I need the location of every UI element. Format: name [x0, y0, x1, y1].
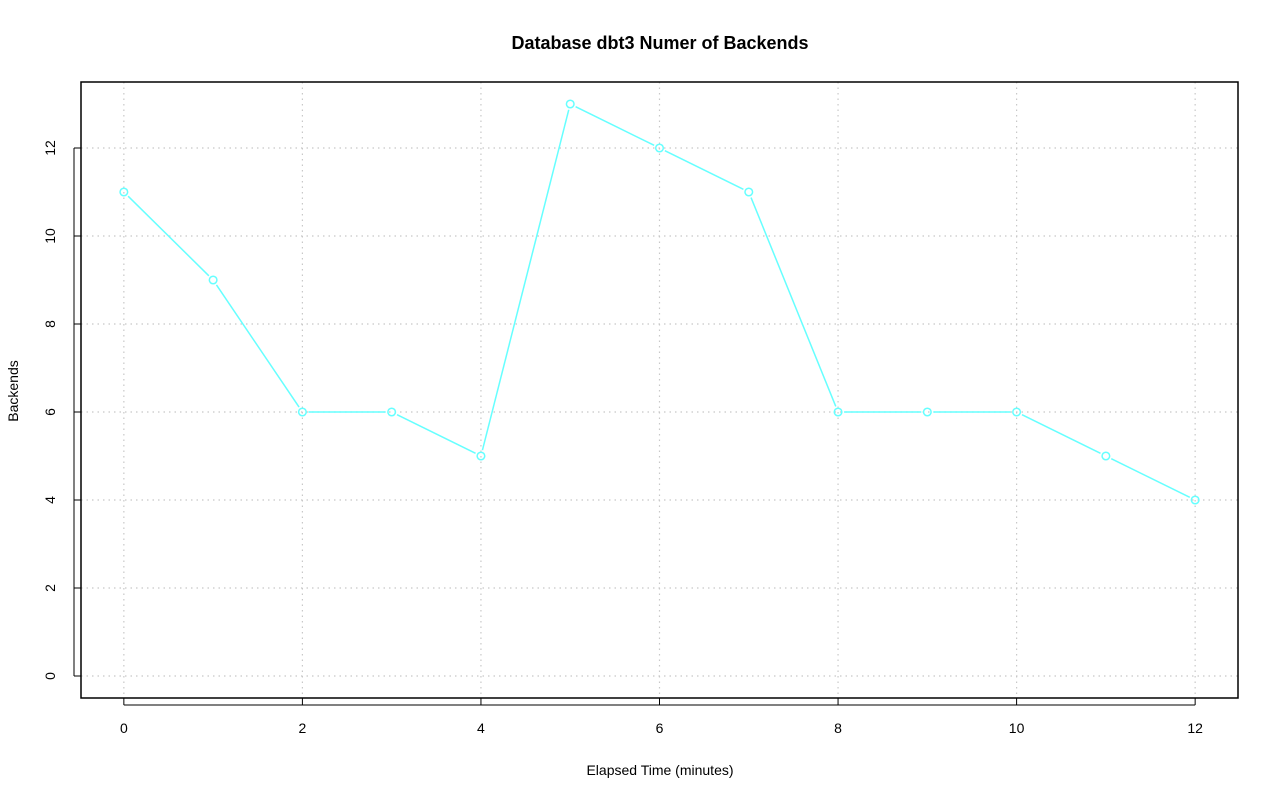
y-axis-label: Backends — [5, 360, 21, 421]
x-tick-label: 10 — [1009, 720, 1025, 736]
data-point-marker — [208, 275, 218, 285]
y-tick-label: 4 — [42, 496, 58, 504]
data-point-marker — [476, 451, 486, 461]
y-tick-label: 2 — [42, 584, 58, 592]
chart-title: Database dbt3 Numer of Backends — [511, 33, 808, 53]
series-line-segment — [396, 413, 476, 455]
series-line-segment — [664, 149, 744, 191]
y-axis: 0 2 4 6 8 10 12 — [42, 140, 81, 680]
x-axis-label: Elapsed Time (minutes) — [586, 762, 733, 778]
y-tick-label: 12 — [42, 140, 58, 156]
data-point-marker — [833, 407, 843, 417]
x-tick-label: 0 — [120, 720, 128, 736]
series-line-segment — [750, 197, 837, 407]
series-group — [119, 99, 1200, 505]
series-line-segment — [215, 284, 300, 408]
x-tick-label: 12 — [1187, 720, 1203, 736]
series-line-segment — [481, 109, 570, 451]
data-point-marker — [119, 187, 129, 197]
y-tick-label: 0 — [42, 672, 58, 680]
x-tick-label: 2 — [299, 720, 307, 736]
data-point-marker — [654, 143, 665, 153]
data-point-marker — [387, 407, 397, 417]
x-tick-label: 8 — [834, 720, 842, 736]
data-point-marker — [744, 187, 754, 197]
data-point-marker — [922, 407, 932, 417]
x-tick-label: 4 — [477, 720, 485, 736]
data-point-marker — [297, 407, 307, 417]
y-tick-label: 6 — [42, 408, 58, 416]
y-tick-label: 10 — [42, 228, 58, 244]
data-point-marker — [1190, 495, 1200, 505]
series-line-segment — [1110, 457, 1191, 499]
y-tick-label: 8 — [42, 320, 58, 328]
data-point-marker — [565, 99, 575, 109]
x-tick-label: 6 — [656, 720, 664, 736]
x-axis: 0 2 4 6 8 10 12 — [120, 698, 1203, 736]
series-line-segment — [1021, 413, 1101, 455]
data-point-marker — [1012, 407, 1022, 417]
series-line-segment — [127, 195, 210, 277]
grid-lines — [81, 82, 1238, 698]
data-point-marker — [1101, 451, 1111, 461]
series-line-segment — [575, 105, 655, 147]
